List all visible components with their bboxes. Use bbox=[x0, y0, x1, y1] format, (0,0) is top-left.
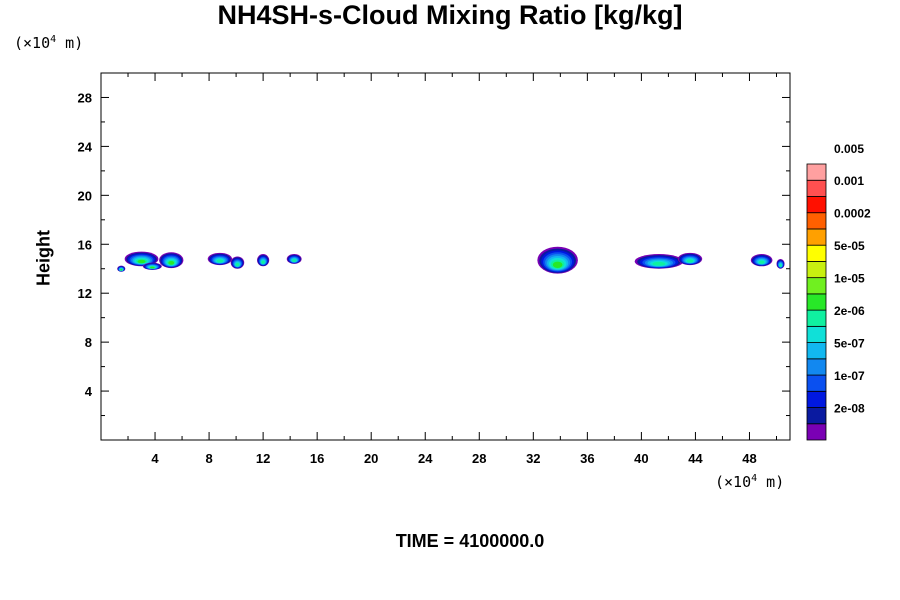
cloud-cell bbox=[230, 256, 245, 269]
cloud-contour bbox=[150, 266, 155, 269]
cloud-cell bbox=[776, 258, 785, 269]
chart-title: NH4SH-s-Cloud Mixing Ratio [kg/kg] bbox=[217, 0, 683, 30]
colorbar-swatch bbox=[806, 244, 827, 262]
y-tick-label: 28 bbox=[78, 90, 92, 105]
cloud-contour bbox=[261, 260, 265, 264]
colorbar-swatch bbox=[806, 196, 827, 214]
cloud-cell bbox=[677, 252, 703, 266]
x-tick-label: 28 bbox=[472, 451, 486, 466]
cloud-contour bbox=[120, 268, 123, 271]
x-tick-label: 32 bbox=[526, 451, 540, 466]
x-tick-label: 4 bbox=[151, 451, 159, 466]
colorbar-swatch bbox=[806, 277, 827, 295]
cloud-cell bbox=[207, 252, 233, 266]
colorbar-swatch bbox=[806, 163, 827, 181]
x-tick-label: 36 bbox=[580, 451, 594, 466]
y-tick-label: 8 bbox=[85, 335, 92, 350]
colorbar-swatch bbox=[806, 358, 827, 376]
cloud-cell bbox=[159, 252, 184, 269]
x-tick-label: 24 bbox=[418, 451, 433, 466]
cloud-contour bbox=[779, 264, 782, 267]
x-axis-unit: (×104 m) bbox=[715, 473, 785, 491]
x-tick-label: 12 bbox=[256, 451, 270, 466]
y-tick-label: 20 bbox=[78, 188, 92, 203]
colorbar: 2e-08 1e-07 5e-07 2e-06 1e-05 5e-05 0.0002 0.00… bbox=[806, 142, 871, 441]
cloud-contour bbox=[686, 259, 694, 263]
colorbar-label: 1e-07 bbox=[834, 369, 865, 383]
colorbar-swatch bbox=[806, 261, 827, 279]
colorbar-swatch bbox=[806, 228, 827, 246]
colorbar-swatch bbox=[806, 390, 827, 408]
cloud-cell bbox=[634, 254, 684, 269]
colorbar-swatch bbox=[806, 309, 827, 327]
y-axis: 4 8 12 16 20 24 28 bbox=[78, 72, 790, 417]
cloud-contour bbox=[758, 260, 765, 264]
y-tick-label: 12 bbox=[78, 286, 92, 301]
colorbar-label: 5e-07 bbox=[834, 337, 865, 351]
colorbar-swatch bbox=[806, 407, 827, 425]
x-tick-label: 20 bbox=[364, 451, 378, 466]
cloud-cell bbox=[750, 254, 773, 267]
cloud-cell bbox=[537, 246, 578, 274]
cloud-field bbox=[117, 246, 785, 274]
y-tick-label: 4 bbox=[85, 384, 93, 399]
colorbar-swatch bbox=[806, 179, 827, 197]
colorbar-label: 0.0002 bbox=[834, 207, 871, 221]
cloud-contour bbox=[137, 259, 146, 264]
x-tick-label: 16 bbox=[310, 451, 324, 466]
cloud-contour bbox=[552, 261, 563, 268]
x-axis: 4 8 12 16 20 24 28 32 36 40 44 48 bbox=[127, 73, 777, 466]
colorbar-label: 1e-05 bbox=[834, 272, 865, 286]
cloud-cell bbox=[142, 262, 162, 270]
x-tick-label: 8 bbox=[205, 451, 212, 466]
x-tick-label: 48 bbox=[742, 451, 756, 466]
cloud-contour bbox=[235, 263, 240, 267]
y-tick-label: 16 bbox=[78, 237, 92, 252]
colorbar-label: 0.005 bbox=[834, 142, 864, 156]
cloud-cell bbox=[124, 251, 159, 267]
colorbar-swatch bbox=[806, 423, 827, 441]
colorbar-label: 2e-08 bbox=[834, 402, 865, 416]
colorbar-label: 5e-05 bbox=[834, 239, 865, 253]
cloud-cell bbox=[286, 254, 302, 264]
time-label: TIME = 4100000.0 bbox=[395, 531, 545, 551]
cloud-cell bbox=[117, 265, 126, 272]
colorbar-swatch bbox=[806, 325, 827, 343]
y-axis-unit: (×104 m) bbox=[14, 34, 84, 52]
colorbar-label: 2e-06 bbox=[834, 304, 865, 318]
colorbar-swatch bbox=[806, 212, 827, 230]
colorbar-swatch bbox=[806, 374, 827, 392]
x-tick-label: 44 bbox=[688, 451, 703, 466]
colorbar-swatch bbox=[806, 342, 827, 360]
y-tick-label: 24 bbox=[78, 139, 93, 154]
x-tick-label: 40 bbox=[634, 451, 648, 466]
cloud-contour bbox=[168, 261, 175, 265]
cloud-contour bbox=[652, 261, 666, 266]
cloud-contour bbox=[292, 259, 297, 262]
colorbar-swatch bbox=[806, 293, 827, 311]
colorbar-label: 0.001 bbox=[834, 174, 864, 188]
cloud-cell bbox=[257, 254, 270, 267]
cloud-contour bbox=[216, 259, 224, 263]
